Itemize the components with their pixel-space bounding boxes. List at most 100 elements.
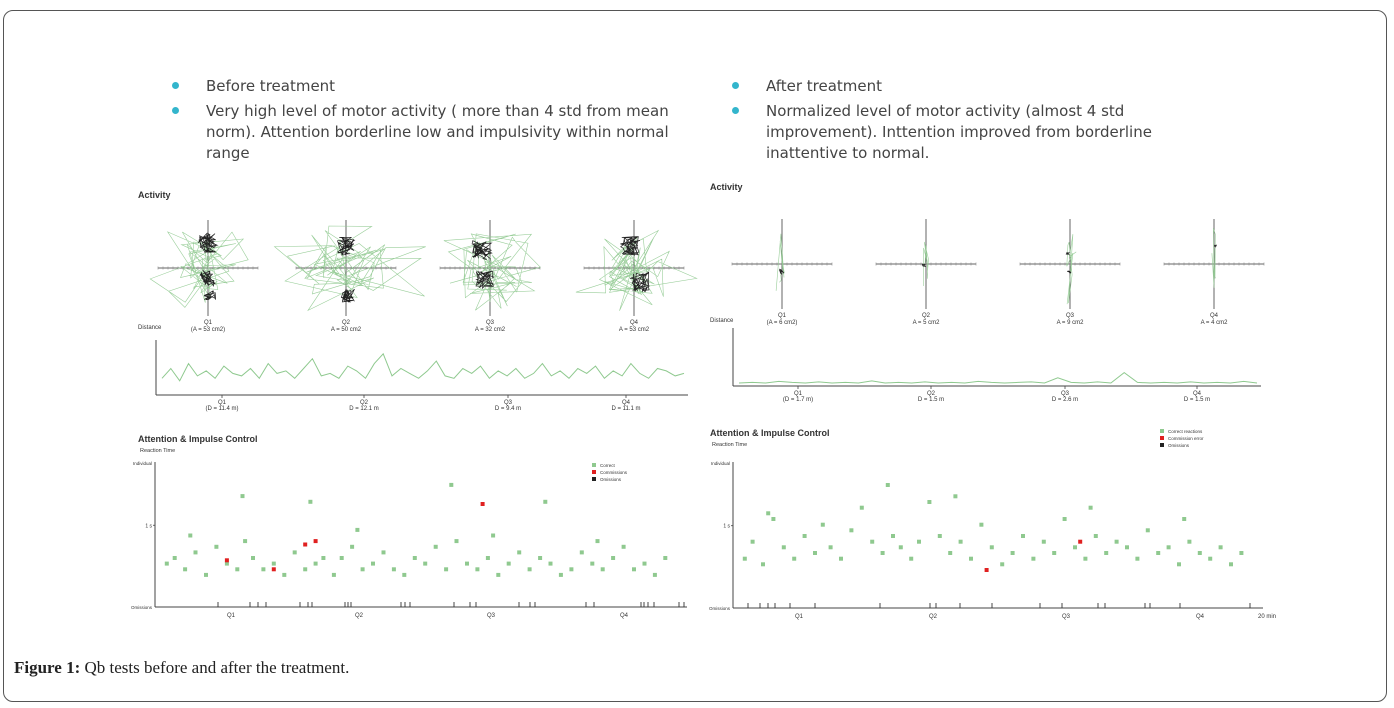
activity-title: Activity [138,190,171,200]
scatter-point-correct [1010,551,1015,555]
scatter-point-correct [1166,545,1171,550]
activity-quadrant-1: Q1(A = 6 cm2) [731,219,833,326]
y-label-top: Individual [133,461,152,466]
scatter-point-correct [444,567,449,572]
figure-caption: Figure 1: Qb tests before and after the … [14,658,350,677]
scatter-point-correct [663,556,668,560]
scatter-point-correct [880,551,885,555]
scatter-point-correct [595,539,600,544]
attention-title: Attention & Impulse Control [710,428,830,438]
scatter-point-correct [496,572,501,577]
distance-tick-q: Q1 [794,391,803,397]
x-quadrant-label: Q1 [795,614,804,620]
scatter-point-correct [491,533,496,538]
scatter-point-correct [621,544,626,549]
scatter-point-correct [193,550,198,555]
scatter-point-correct [1177,562,1181,567]
scatter-point-correct [391,567,396,572]
quadrant-label: Q4 [630,320,639,326]
scatter-point-correct [1088,505,1093,510]
scatter-point-correct [891,534,895,538]
scatter-point-correct [1125,545,1129,550]
distance-tick-d: (D = 1.7 m) [783,397,813,403]
scatter-point-correct [1052,551,1057,555]
quadrant-label: Q1 [778,313,787,319]
movement-cluster [1214,244,1218,248]
scatter-point-commission [480,502,485,506]
scatter-point-correct [1229,562,1233,567]
scatter-point-correct [1062,517,1067,521]
scatter-point-correct [859,505,864,510]
quadrant-label: Q3 [486,320,495,326]
quadrant-label: Q2 [922,313,931,319]
scatter-point-correct [308,499,313,504]
quadrant-area: A = 50 cm2 [331,327,362,333]
movement-cluster [336,236,356,256]
legend-marker-2 [1160,436,1164,440]
quadrant-area: A = 5 cm2 [913,320,941,326]
scatter-point-correct [449,482,454,487]
scatter-point-correct [771,517,776,521]
activity-quadrant-4: Q4A = 53 cm2 [575,220,698,333]
legend-marker-1 [592,463,596,467]
movement-trace [273,225,426,312]
scatter-point-correct [885,483,890,487]
movement-cluster [203,290,216,300]
scatter-point-correct [538,556,543,560]
scatter-point-correct [339,556,344,560]
scatter-point-correct [792,556,797,561]
bullet-dot-icon [172,82,179,89]
movement-trace [443,233,541,311]
scatter-point-correct [1239,551,1244,555]
activity-quadrant-1: Q1(A = 53 cm2) [149,220,259,333]
scatter-point-correct [292,550,297,555]
scatter-point-correct [412,556,417,560]
scatter-point-correct [937,534,942,538]
scatter-point-correct [1182,517,1187,521]
scatter-point-correct [506,561,511,566]
distance-title: Distance [710,318,734,324]
x-end-label: 20 min [1258,614,1276,620]
scatter-point-correct [224,561,229,566]
movement-trace [775,233,785,291]
scatter-point-correct [979,522,984,527]
scatter-point-correct [433,544,438,549]
scatter-point-correct [917,539,921,544]
scatter-point-correct [766,511,771,516]
activity-quadrant-2: Q2A = 50 cm2 [273,220,426,333]
scatter-point-correct [423,561,428,566]
scatter-point-correct [750,539,755,544]
scatter-point-correct [579,550,584,555]
scatter-point-correct [188,533,193,538]
scatter-point-correct [611,556,616,560]
scatter-point-correct [548,561,553,566]
scatter-point-correct [948,551,953,555]
scatter-point-correct [909,556,914,561]
legend-marker-3 [1160,443,1164,447]
scatter-point-correct [251,556,255,560]
scatter-point-correct [350,544,355,549]
scatter-point-correct [1104,551,1109,555]
scatter-point-correct [870,539,875,544]
scatter-point-correct [969,556,973,561]
scatter-point-commission [224,558,229,563]
scatter-point-commission [1078,539,1083,544]
after-bullet-1: After treatment [732,76,1212,97]
distance-tick-d: D = 11.1 m [611,406,640,412]
distance-tick-q: Q4 [1193,391,1202,397]
scatter-point-correct [761,562,765,567]
scatter-point-correct [820,522,825,527]
y-label-mid: 1 s [145,523,152,529]
scatter-point-correct [517,550,522,555]
activity-quadrant-2: Q2A = 5 cm2 [875,219,977,326]
quadrant-area: (A = 6 cm2) [767,320,798,326]
scatter-point-correct [261,567,266,572]
distance-tick-q: Q2 [927,391,936,397]
figure-frame [3,10,1387,702]
before-bullets: Before treatment Very high level of moto… [172,76,672,168]
scatter-point-correct [355,527,360,532]
scatter-point-correct [331,572,336,577]
x-quadrant-label: Q2 [929,614,938,620]
